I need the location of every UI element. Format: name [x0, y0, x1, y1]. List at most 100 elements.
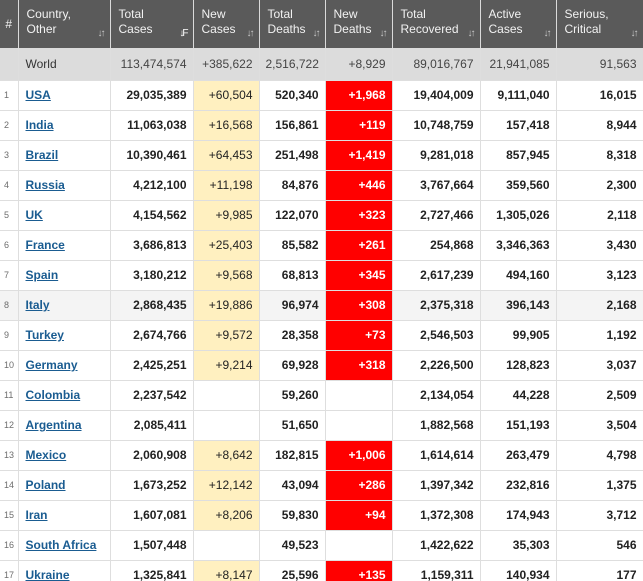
active-cases-cell: 174,943 [480, 500, 557, 531]
total-recovered-cell: 2,546,503 [392, 320, 481, 351]
column-header-active-cases[interactable]: Active Cases ↓↑ [480, 0, 557, 48]
total-cases-cell: 1,607,081 [110, 500, 194, 531]
total-deaths-cell: 69,928 [259, 350, 326, 381]
total-recovered-cell: 1,422,622 [392, 530, 481, 561]
column-header-total-recovered[interactable]: Total Recovered ↓↑ [392, 0, 481, 48]
serious-critical-cell: 16,015 [556, 80, 643, 111]
country-link[interactable]: Italy [25, 298, 50, 312]
new-deaths-cell: +323 [325, 200, 393, 231]
row-index: 13 [0, 440, 19, 471]
sort-arrows-icon[interactable]: ↓↑ [467, 28, 476, 39]
world-total-recovered: 89,016,767 [392, 48, 481, 81]
total-cases-cell: 3,180,212 [110, 260, 194, 291]
country-link[interactable]: India [25, 118, 54, 132]
total-deaths-cell: 182,815 [259, 440, 326, 471]
country-link[interactable]: Iran [25, 508, 48, 522]
column-header-serious-critical[interactable]: Serious, Critical ↓↑ [556, 0, 643, 48]
country-link[interactable]: Spain [25, 268, 59, 282]
country-link[interactable]: Poland [25, 478, 66, 492]
country-link[interactable]: Argentina [25, 418, 82, 432]
world-new-deaths: +8,929 [325, 48, 393, 81]
sort-arrows-icon[interactable]: ↓↑ [379, 28, 388, 39]
sort-arrows-icon[interactable]: ↓↑ [97, 28, 106, 39]
country-link[interactable]: Mexico [25, 448, 67, 462]
country-link[interactable]: Germany [25, 358, 78, 372]
total-recovered-cell: 1,882,568 [392, 410, 481, 441]
world-serious-critical: 91,563 [556, 48, 643, 81]
new-cases-cell: +8,147 [193, 560, 260, 581]
total-cases-cell: 2,425,251 [110, 350, 194, 381]
total-deaths-cell: 49,523 [259, 530, 326, 561]
row-index: 1 [0, 80, 19, 111]
row-index: 11 [0, 380, 19, 411]
table-row: 9 Turkey 2,674,766 +9,572 28,358 +73 2,546,503… [0, 320, 643, 351]
total-recovered-cell: 9,281,018 [392, 140, 481, 171]
country-link[interactable]: Brazil [25, 148, 59, 162]
total-cases-cell: 2,237,542 [110, 380, 194, 411]
column-header-index[interactable]: # [0, 0, 19, 48]
row-index: 15 [0, 500, 19, 531]
active-cases-cell: 35,303 [480, 530, 557, 561]
country-link[interactable]: Turkey [25, 328, 64, 342]
total-cases-cell: 2,060,908 [110, 440, 194, 471]
country-link[interactable]: Russia [25, 178, 65, 192]
country-cell: South Africa [18, 530, 111, 561]
country-link[interactable]: Colombia [25, 388, 81, 402]
table-row: 1 USA 29,035,389 +60,504 520,340 +1,968 19,404… [0, 80, 643, 111]
new-cases-cell [193, 410, 260, 441]
country-link[interactable]: UK [25, 208, 43, 222]
total-deaths-cell: 59,260 [259, 380, 326, 411]
country-link[interactable]: Ukraine [25, 568, 70, 581]
new-deaths-cell: +446 [325, 170, 393, 201]
world-row: World 113,474,574 +385,622 2,516,722 +8,… [0, 48, 643, 81]
new-deaths-cell: +135 [325, 560, 393, 581]
total-deaths-cell: 96,974 [259, 290, 326, 321]
new-cases-cell: +25,403 [193, 230, 260, 261]
column-header-new-cases-label: New Cases [201, 7, 236, 36]
table-row: 15 Iran 1,607,081 +8,206 59,830 +94 1,372,308 1… [0, 500, 643, 531]
sort-arrows-icon[interactable]: ↓↑ [312, 28, 321, 39]
row-index: 8 [0, 290, 19, 321]
active-cases-cell: 494,160 [480, 260, 557, 291]
total-cases-cell: 11,063,038 [110, 110, 194, 141]
sort-arrows-icon[interactable]: ↓↑ [246, 28, 255, 39]
new-cases-cell: +9,214 [193, 350, 260, 381]
new-deaths-cell [325, 410, 393, 441]
new-deaths-cell: +1,006 [325, 440, 393, 471]
total-recovered-cell: 2,226,500 [392, 350, 481, 381]
total-cases-cell: 1,507,448 [110, 530, 194, 561]
total-deaths-cell: 59,830 [259, 500, 326, 531]
row-index: 16 [0, 530, 19, 561]
row-index: 9 [0, 320, 19, 351]
column-header-new-cases[interactable]: New Cases ↓↑ [193, 0, 260, 48]
total-recovered-cell: 10,748,759 [392, 110, 481, 141]
country-cell: Turkey [18, 320, 111, 351]
column-header-new-deaths[interactable]: New Deaths ↓↑ [325, 0, 393, 48]
table-row: 17 Ukraine 1,325,841 +8,147 25,596 +135 1,159,… [0, 560, 643, 581]
column-header-total-cases[interactable]: Total Cases ↓F [110, 0, 194, 48]
new-cases-cell: +9,985 [193, 200, 260, 231]
sort-arrows-icon[interactable]: ↓↑ [630, 28, 639, 39]
country-link[interactable]: USA [25, 88, 51, 102]
world-label: World [18, 48, 111, 81]
row-index: 2 [0, 110, 19, 141]
country-link[interactable]: France [25, 238, 65, 252]
sort-descending-icon[interactable]: ↓F [179, 28, 188, 39]
table-row: 14 Poland 1,673,252 +12,142 43,094 +286 1,397,… [0, 470, 643, 501]
table-body: World 113,474,574 +385,622 2,516,722 +8,… [0, 48, 643, 581]
country-cell: Poland [18, 470, 111, 501]
sort-arrows-icon[interactable]: ↓↑ [543, 28, 552, 39]
serious-critical-cell: 177 [556, 560, 643, 581]
column-header-total-deaths[interactable]: Total Deaths ↓↑ [259, 0, 326, 48]
row-index: 3 [0, 140, 19, 171]
header-row: # Country, Other ↓↑ Total Cases ↓F New Cas… [0, 0, 643, 48]
active-cases-cell: 857,945 [480, 140, 557, 171]
country-link[interactable]: South Africa [25, 538, 97, 552]
total-cases-cell: 2,674,766 [110, 320, 194, 351]
table-row: 7 Spain 3,180,212 +9,568 68,813 +345 2,617,239… [0, 260, 643, 291]
country-cell: Mexico [18, 440, 111, 471]
new-cases-cell [193, 380, 260, 411]
new-deaths-cell: +286 [325, 470, 393, 501]
total-deaths-cell: 84,876 [259, 170, 326, 201]
column-header-country[interactable]: Country, Other ↓↑ [18, 0, 111, 48]
